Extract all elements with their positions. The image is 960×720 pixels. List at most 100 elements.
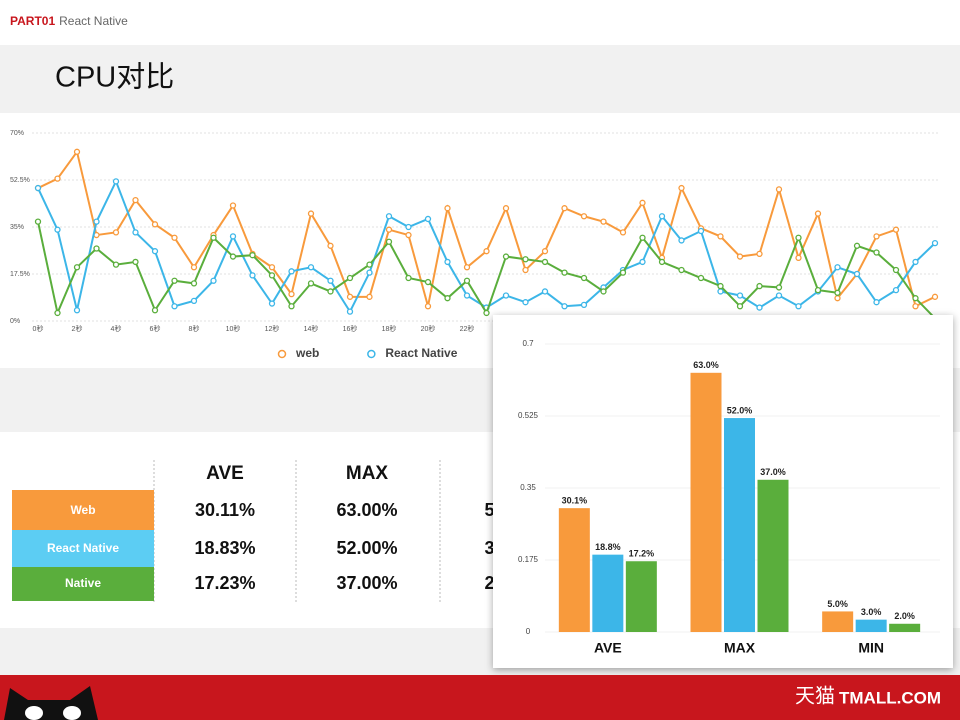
data-point xyxy=(678,237,685,244)
bar xyxy=(625,561,657,632)
bar xyxy=(592,554,624,632)
data-point xyxy=(483,309,490,317)
data-point xyxy=(834,289,841,296)
bar xyxy=(822,611,854,632)
header: PART01 React Native xyxy=(10,14,128,28)
data-point xyxy=(112,261,120,268)
data-point xyxy=(541,248,549,255)
data-point xyxy=(502,292,510,299)
data-point xyxy=(190,297,198,305)
data-point xyxy=(307,280,315,287)
data-point xyxy=(54,309,61,317)
data-point xyxy=(717,282,724,290)
x-tick-label: 2秒 xyxy=(72,324,83,333)
x-tick-label: 22秒 xyxy=(460,324,475,333)
x-tick-label: MAX xyxy=(724,640,756,656)
bar-value-label: 17.2% xyxy=(629,549,655,559)
row-label: Web xyxy=(70,503,95,517)
column-header: AVE xyxy=(206,463,244,484)
y-tick-label: 0% xyxy=(10,318,20,325)
data-point xyxy=(658,213,666,220)
data-point xyxy=(697,274,705,282)
bar-value-label: 5.0% xyxy=(827,599,848,609)
footer-brand: 天猫 xyxy=(795,684,835,707)
data-point xyxy=(697,227,705,235)
data-point xyxy=(873,233,880,240)
data-point xyxy=(892,286,900,294)
data-point xyxy=(132,258,139,266)
footer-site: TMALL.COM xyxy=(839,688,941,707)
data-point xyxy=(795,234,802,241)
data-point xyxy=(268,272,276,279)
bar xyxy=(855,619,887,632)
data-point xyxy=(385,226,393,233)
data-point xyxy=(775,186,783,193)
data-point xyxy=(346,274,354,282)
row-label: React Native xyxy=(47,541,119,555)
data-point xyxy=(522,299,529,306)
data-point xyxy=(580,301,588,309)
data-point xyxy=(307,210,315,217)
data-point xyxy=(561,205,568,212)
legend-marker xyxy=(367,349,376,359)
data-point xyxy=(54,226,61,233)
x-tick-label: 12秒 xyxy=(265,324,280,333)
data-point xyxy=(385,238,393,245)
table-cell: 17.23% xyxy=(194,573,255,593)
data-point xyxy=(483,248,490,255)
x-tick-label: 6秒 xyxy=(150,324,161,333)
data-point xyxy=(580,213,588,220)
data-point xyxy=(912,258,919,266)
bar-value-label: 30.1% xyxy=(562,496,588,506)
data-point xyxy=(834,264,841,271)
data-point xyxy=(249,252,256,259)
data-point xyxy=(346,308,354,315)
table-cell: 37.00% xyxy=(336,573,397,593)
data-point xyxy=(873,249,880,256)
data-point xyxy=(639,234,646,241)
data-point xyxy=(112,178,120,185)
y-tick-label: 70% xyxy=(10,130,24,137)
data-point xyxy=(912,295,919,302)
bar-value-label: 52.0% xyxy=(727,405,753,415)
data-point xyxy=(522,266,529,274)
data-point xyxy=(210,277,217,284)
data-point xyxy=(444,205,451,212)
x-tick-label: 8秒 xyxy=(189,324,200,333)
data-point xyxy=(463,264,471,271)
cat-eye xyxy=(63,706,81,720)
data-point xyxy=(424,278,432,286)
data-point xyxy=(366,269,373,276)
data-point xyxy=(444,295,451,302)
slide-title: CPU对比 xyxy=(55,61,174,94)
legend-label: React Native xyxy=(385,346,457,360)
data-point xyxy=(366,261,373,268)
data-point xyxy=(288,303,295,310)
data-point xyxy=(678,184,685,192)
data-point xyxy=(892,266,900,274)
y-tick-label: 52.5% xyxy=(10,177,30,184)
data-point xyxy=(346,293,354,300)
x-tick-label: 14秒 xyxy=(304,324,319,333)
data-point xyxy=(424,303,432,310)
data-point xyxy=(34,184,42,192)
bar-value-label: 3.0% xyxy=(861,607,882,617)
data-point xyxy=(678,266,685,274)
table-cell: 18.83% xyxy=(194,538,255,558)
y-tick-label: 17.5% xyxy=(10,271,30,278)
data-point xyxy=(619,269,627,276)
data-point xyxy=(171,234,178,241)
data-point xyxy=(541,258,549,266)
data-point xyxy=(132,196,139,204)
table-cell: 30.11% xyxy=(195,500,255,520)
row-label-cell xyxy=(12,530,154,567)
data-point xyxy=(210,234,217,241)
data-point xyxy=(853,270,861,278)
row-label-cell xyxy=(12,567,154,601)
data-point xyxy=(73,148,81,155)
data-point xyxy=(580,274,588,282)
data-point xyxy=(931,239,939,247)
data-point xyxy=(405,223,412,231)
